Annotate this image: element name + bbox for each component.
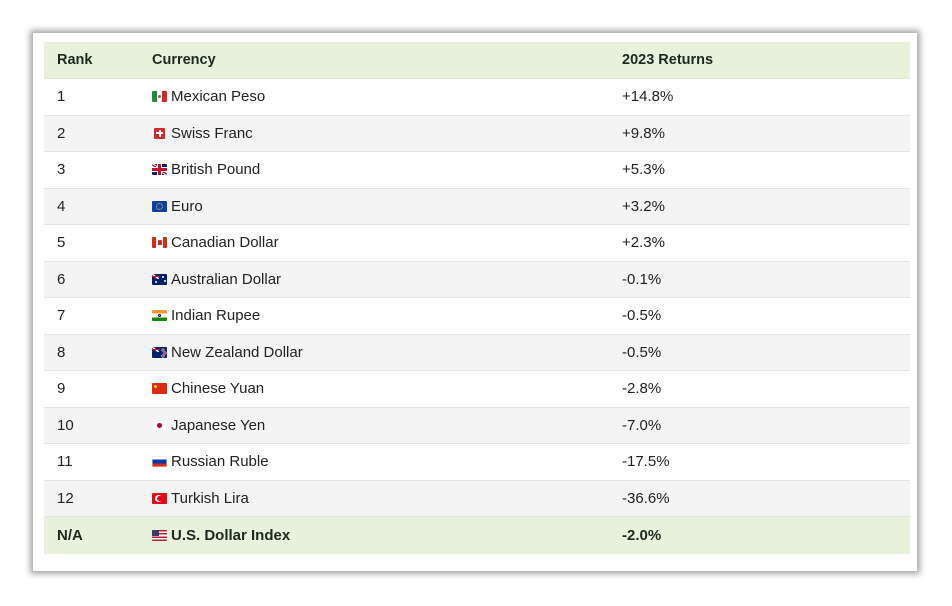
currency-name: Euro — [171, 197, 203, 215]
currency-cell: Russian Ruble — [152, 453, 622, 470]
currency-name: Indian Rupee — [171, 307, 261, 325]
returns-cell: -7.0% — [622, 416, 662, 434]
usa-flag-icon — [152, 530, 167, 541]
switzerland-flag-icon — [154, 127, 165, 139]
header-rank: Rank — [57, 52, 93, 68]
rank-cell: 12 — [57, 489, 74, 507]
rank-cell: N/A — [57, 527, 83, 544]
currency-name: Russian Ruble — [171, 453, 269, 471]
eu-flag-icon — [152, 200, 167, 212]
rank-cell: 4 — [57, 197, 66, 215]
returns-cell: -0.1% — [622, 270, 662, 288]
currency-name: Turkish Lira — [171, 489, 249, 507]
new-zealand-flag-icon — [152, 346, 167, 358]
russia-flag-icon — [152, 456, 167, 468]
currency-cell: Indian Rupee — [152, 307, 622, 324]
header-returns: 2023 Returns — [622, 52, 714, 68]
uk-flag-icon — [152, 164, 167, 176]
china-flag-icon — [152, 383, 167, 395]
currency-name: Japanese Yen — [171, 416, 266, 434]
table-row: 5 Canadian Dollar +2.3% — [44, 225, 910, 262]
turkey-flag-icon — [152, 492, 167, 504]
currency-cell: Swiss Franc — [152, 125, 622, 142]
australia-flag-icon — [152, 273, 167, 285]
table-row: 8 New Zealand Dollar -0.5% — [44, 334, 910, 371]
currency-name: Swiss Franc — [171, 124, 253, 142]
table-row: 6 Australian Dollar -0.1% — [44, 261, 910, 298]
returns-cell: -2.8% — [622, 380, 662, 398]
currency-cell: Chinese Yuan — [152, 380, 622, 397]
table-row: 10 Japanese Yen -7.0% — [44, 407, 910, 444]
table-row: 3 British Pound +5.3% — [44, 152, 910, 189]
rank-cell: 1 — [57, 88, 66, 106]
rank-cell: 6 — [57, 270, 66, 288]
table-row: 12 Turkish Lira -36.6% — [44, 480, 910, 517]
rank-cell: 2 — [57, 124, 66, 142]
currency-cell: Australian Dollar — [152, 271, 622, 288]
rank-cell: 3 — [57, 161, 66, 179]
header-currency: Currency — [152, 52, 216, 68]
currency-name: Australian Dollar — [171, 270, 282, 288]
table-row: 4 Euro +3.2% — [44, 188, 910, 225]
currency-name: Canadian Dollar — [171, 234, 279, 252]
returns-cell: +14.8% — [622, 88, 674, 106]
currency-cell: New Zealand Dollar — [152, 344, 622, 361]
returns-cell: +5.3% — [622, 161, 665, 179]
table-row: 1 Mexican Peso +14.8% — [44, 79, 910, 116]
currency-name: U.S. Dollar Index — [171, 527, 291, 544]
currency-cell: Canadian Dollar — [152, 234, 622, 251]
table-row: 11 Russian Ruble -17.5% — [44, 444, 910, 481]
table-footer-row: N/A U.S. Dollar Index -2.0% — [44, 517, 910, 554]
currency-name: Mexican Peso — [171, 88, 266, 106]
currency-cell: U.S. Dollar Index — [152, 527, 622, 544]
currency-cell: British Pound — [152, 161, 622, 178]
currency-name: British Pound — [171, 161, 261, 179]
currency-cell: Mexican Peso — [152, 88, 622, 105]
returns-cell: -0.5% — [622, 307, 662, 325]
currency-name: Chinese Yuan — [171, 380, 265, 398]
currency-cell: Euro — [152, 198, 622, 215]
table-row: 7 Indian Rupee -0.5% — [44, 298, 910, 335]
canada-flag-icon — [152, 237, 167, 249]
india-flag-icon — [152, 310, 167, 322]
table-header-row: Rank Currency 2023 Returns — [44, 42, 910, 79]
returns-cell: -0.5% — [622, 343, 662, 361]
returns-cell: -2.0% — [622, 527, 662, 544]
currency-name: New Zealand Dollar — [171, 343, 303, 361]
rank-cell: 8 — [57, 343, 66, 361]
mexico-flag-icon — [152, 91, 167, 103]
returns-cell: +2.3% — [622, 234, 665, 252]
returns-cell: +3.2% — [622, 197, 665, 215]
returns-cell: -36.6% — [622, 489, 670, 507]
rank-cell: 11 — [57, 453, 73, 471]
rank-cell: 7 — [57, 307, 66, 325]
currency-cell: Japanese Yen — [152, 417, 622, 434]
currency-returns-table: Rank Currency 2023 Returns 1 Mexican Pes… — [44, 42, 910, 554]
currency-cell: Turkish Lira — [152, 490, 622, 507]
rank-cell: 10 — [57, 416, 74, 434]
table-row: 9 Chinese Yuan -2.8% — [44, 371, 910, 408]
rank-cell: 9 — [57, 380, 66, 398]
japan-flag-icon — [152, 419, 167, 431]
table-row: 2 Swiss Franc +9.8% — [44, 115, 910, 152]
table-card: Rank Currency 2023 Returns 1 Mexican Pes… — [33, 33, 917, 571]
returns-cell: +9.8% — [622, 124, 665, 142]
returns-cell: -17.5% — [622, 453, 670, 471]
rank-cell: 5 — [57, 234, 66, 252]
